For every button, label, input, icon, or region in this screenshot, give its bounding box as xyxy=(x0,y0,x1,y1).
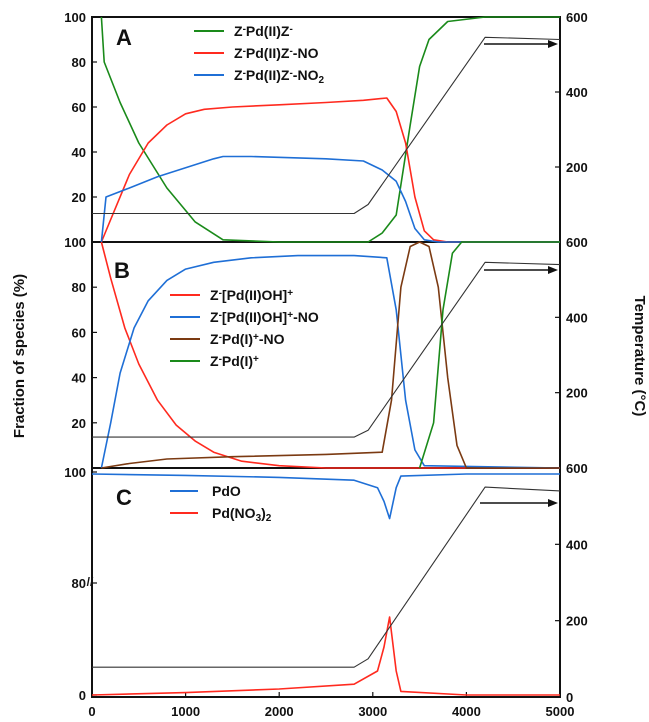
series-b-temperature xyxy=(92,261,561,438)
panel-b-frame xyxy=(91,241,561,469)
temperature-arrow-head-c xyxy=(548,499,558,507)
legend-label-a-0: Z-Pd(II)Z- xyxy=(234,23,293,39)
series-c-temperature xyxy=(92,486,561,668)
left-tick-label: 100 xyxy=(64,235,86,250)
right-tick-label: 400 xyxy=(566,537,588,552)
x-tick-label: 5000 xyxy=(546,704,575,719)
legend-label-a-1: Z-Pd(II)Z--NO xyxy=(234,45,319,61)
series-b-z-pd-ii-oh-no xyxy=(100,254,561,469)
legend-label-b-3: Z-Pd(I)+ xyxy=(210,353,259,369)
legend-label-b-0: Z-[Pd(II)OH]+ xyxy=(210,287,293,303)
left-tick-label: 80 xyxy=(72,280,86,295)
temperature-arrow-head-b xyxy=(548,266,558,274)
left-tick-label: 20 xyxy=(72,190,86,205)
lines-layer xyxy=(91,16,561,696)
left-tick-label: 40 xyxy=(72,371,86,386)
legend-label-c-0: PdO xyxy=(212,483,241,499)
right-tick-label: 400 xyxy=(566,85,588,100)
right-tick-label: 200 xyxy=(566,160,588,175)
legend-label-c-1: Pd(NO3)2 xyxy=(212,505,272,524)
legend-label-a-2: Z-Pd(II)Z--NO2 xyxy=(234,67,324,86)
left-tick-label: 0 xyxy=(79,688,86,703)
panel-a: 20 40 60 80 100 200 400 600 xyxy=(64,10,588,243)
series-b-z-pd-i- xyxy=(418,241,560,469)
series-c-pd-no3-2 xyxy=(91,616,560,696)
legend-label-b-1: Z-[Pd(II)OH]+-NO xyxy=(210,309,319,325)
axes-layer: 20 40 60 80 100 200 400 600 20 40 60 80 100 200 400 600… xyxy=(64,10,587,705)
left-tick-label: 100 xyxy=(64,10,86,25)
text-layer: Fraction of species (%) Temperature (°C)… xyxy=(11,23,648,719)
right-tick-label: 400 xyxy=(566,310,588,325)
y-left-axis-label: Fraction of species (%) xyxy=(11,274,28,438)
left-tick-label: 80 xyxy=(72,576,86,591)
panel-label-b: B xyxy=(114,258,130,283)
series-b-z-pd-i-no xyxy=(101,241,560,469)
left-tick-label: 60 xyxy=(72,100,86,115)
series-a-z-pd-ii-z-no xyxy=(100,97,560,243)
left-tick-label: 20 xyxy=(72,416,86,431)
series-a-temperature xyxy=(92,36,561,215)
series-a-z-pd-ii-z- xyxy=(100,16,560,243)
x-tick-label: 2000 xyxy=(265,704,294,719)
left-tick-label: 80 xyxy=(72,55,86,70)
x-tick-label: 4000 xyxy=(452,704,481,719)
series-b-z-pd-ii-oh- xyxy=(100,241,560,469)
series-c-pdo xyxy=(91,473,560,520)
right-tick-label: 200 xyxy=(566,386,588,401)
legend-label-b-2: Z-Pd(I)+-NO xyxy=(210,331,285,347)
panel-label-c: C xyxy=(116,485,132,510)
temperature-arrow-head-a xyxy=(548,40,558,48)
right-tick-label: 600 xyxy=(566,10,588,25)
axis-break-mark: // xyxy=(87,575,94,589)
right-tick-label: 0 xyxy=(566,690,573,705)
right-tick-label: 200 xyxy=(566,614,588,629)
y-right-axis-label: Temperature (°C) xyxy=(631,296,648,417)
right-tick-label: 600 xyxy=(566,461,588,476)
left-tick-label: 40 xyxy=(72,145,86,160)
left-tick-label: 100 xyxy=(64,465,86,480)
panel-label-a: A xyxy=(116,25,132,50)
x-tick-label: 1000 xyxy=(171,704,200,719)
right-tick-label: 600 xyxy=(566,235,588,250)
series-a-z-pd-ii-z-no2 xyxy=(100,155,560,243)
panel-c: 0 80 100 // 0 200 400 600 xyxy=(64,461,587,705)
x-tick-label: 3000 xyxy=(358,704,387,719)
x-tick-label: 0 xyxy=(88,704,95,719)
left-tick-label: 60 xyxy=(72,325,86,340)
